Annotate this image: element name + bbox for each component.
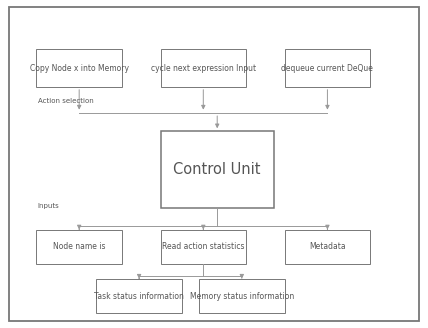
Text: Node name is: Node name is	[53, 242, 105, 251]
Text: Action selection: Action selection	[38, 98, 93, 104]
Text: dequeue current DeQue: dequeue current DeQue	[282, 64, 373, 72]
Bar	[36, 230, 122, 264]
Bar	[199, 279, 285, 313]
Bar	[96, 279, 182, 313]
Text: Read action statistics: Read action statistics	[162, 242, 244, 251]
Bar	[160, 230, 246, 264]
Text: Control Unit: Control Unit	[173, 162, 261, 177]
Bar	[160, 49, 246, 87]
Text: cycle next expression Input: cycle next expression Input	[151, 64, 256, 72]
Text: Inputs: Inputs	[38, 203, 59, 209]
Text: Task status information: Task status information	[94, 292, 184, 300]
Bar	[285, 49, 370, 87]
Bar	[36, 49, 122, 87]
Text: Copy Node x into Memory: Copy Node x into Memory	[30, 64, 129, 72]
Bar	[160, 131, 274, 208]
Text: Metadata: Metadata	[309, 242, 346, 251]
Bar	[285, 230, 370, 264]
Text: Memory status information: Memory status information	[190, 292, 294, 300]
